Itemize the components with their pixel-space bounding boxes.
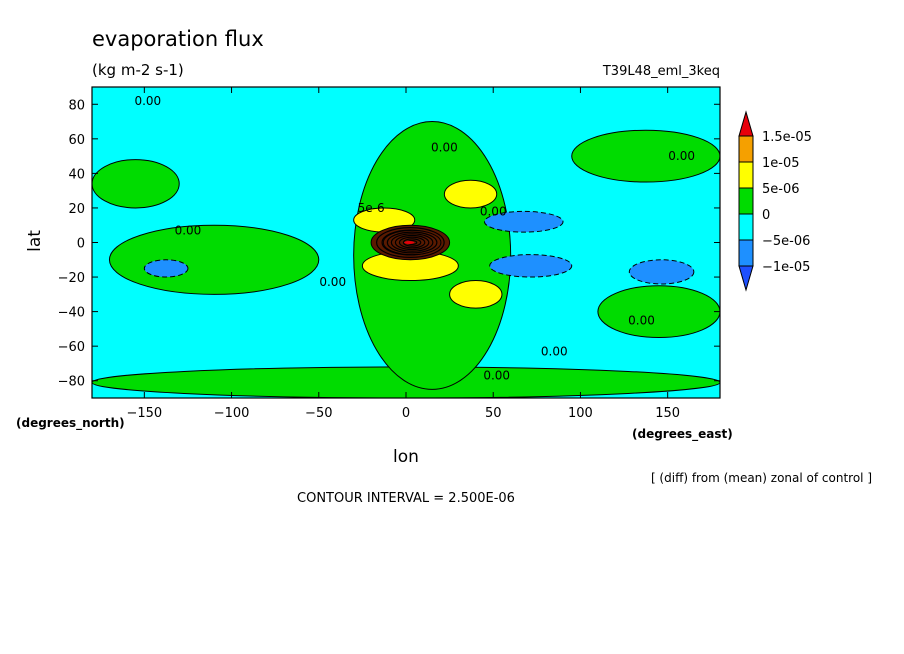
x-axis-label: lon	[393, 447, 419, 467]
contour-labels-layer: 0.00 0.00 0.00 0.00 0.00 5e-6 0.00 0.00 0.00 0.00	[134, 94, 695, 383]
plot-area	[92, 87, 720, 398]
contour-label-7: 0.00	[628, 313, 655, 327]
colorbar-legend: 1.5e-05 1e-05 5e-06 0 −5e-06 −1e-05	[738, 110, 812, 292]
x-tick-label: 100	[568, 406, 593, 421]
colorbar-label: 1.5e-05	[762, 130, 812, 145]
positive-anomaly-region-0	[92, 159, 180, 209]
y-tick-label: 60	[68, 133, 85, 148]
x-axis: −150 −100 −50 0 50 100 150	[126, 87, 680, 421]
contour-label-3: 0.00	[480, 204, 507, 218]
colorbar-swatch	[738, 213, 754, 241]
positive-anomaly-region-3	[108, 224, 320, 295]
y-tick-label: −40	[58, 306, 85, 321]
x-tick-label: 150	[655, 406, 680, 421]
contour-label-5: 5e-6	[358, 201, 385, 215]
x-tick-label: 50	[485, 406, 502, 421]
y-axis-label: lat	[25, 230, 45, 252]
colorbar-top-arrow	[738, 110, 754, 137]
diff-note: [ (diff) from (mean) zonal of control ]	[651, 471, 872, 485]
y-tick-label: 40	[68, 167, 85, 182]
x-axis-units: (degrees_east)	[632, 427, 733, 442]
colorbar-label: 1e-05	[762, 156, 800, 171]
colorbar-swatch	[738, 135, 754, 163]
positive-anomaly-region-8	[449, 280, 503, 309]
colorbar-label: 0	[762, 208, 770, 223]
contour-label-4: 0.00	[175, 223, 202, 237]
chart-units: (kg m-2 s-1)	[92, 61, 184, 79]
x-tick-label: −100	[214, 406, 250, 421]
contour-label-9: 0.00	[483, 369, 510, 383]
peak-anomaly-contours-11	[382, 229, 442, 256]
colorbar-swatch	[738, 187, 754, 215]
contour-label-6: 0.00	[319, 275, 346, 289]
negative-anomaly-region-15	[143, 259, 189, 278]
contour-label-1: 0.00	[431, 140, 458, 154]
x-tick-label: −50	[305, 406, 332, 421]
y-tick-label: 0	[77, 237, 85, 252]
y-tick-label: 80	[68, 98, 85, 113]
negative-anomaly-region-13	[489, 254, 573, 278]
colorbar-label: 5e-06	[762, 182, 800, 197]
contour-label-8: 0.00	[541, 344, 568, 358]
contour-label-2: 0.00	[668, 149, 695, 163]
y-tick-label: −80	[58, 375, 85, 390]
run-label: T39L48_eml_3keq	[602, 64, 720, 79]
negative-anomaly-region-14	[628, 259, 695, 285]
y-tick-label: 20	[68, 202, 85, 217]
y-tick-label: −20	[58, 271, 85, 286]
colorbar-label: −1e-05	[762, 260, 810, 275]
contour-interval-note: CONTOUR INTERVAL = 2.500E-06	[297, 491, 515, 506]
y-tick-label: −60	[58, 340, 85, 355]
x-tick-label: −150	[126, 406, 162, 421]
negative-anomaly-region-12	[484, 210, 564, 233]
colorbar-swatch	[738, 239, 754, 267]
contour-fill-layer	[92, 121, 720, 398]
y-axis: −80 −60 −40 −20 0 20 40 60 80	[58, 98, 720, 390]
colorbar-bottom-arrow	[738, 265, 754, 292]
y-axis-units: (degrees_north)	[16, 416, 125, 431]
chart-title: evaporation flux	[92, 27, 264, 51]
x-tick-label: 0	[402, 406, 410, 421]
colorbar-swatch	[738, 161, 754, 189]
positive-anomaly-region-9	[443, 179, 498, 209]
positive-anomaly-region-4	[597, 285, 720, 339]
contour-label-0: 0.00	[134, 94, 161, 108]
colorbar-label: −5e-06	[762, 234, 810, 249]
positive-anomaly-region-5	[571, 129, 720, 183]
